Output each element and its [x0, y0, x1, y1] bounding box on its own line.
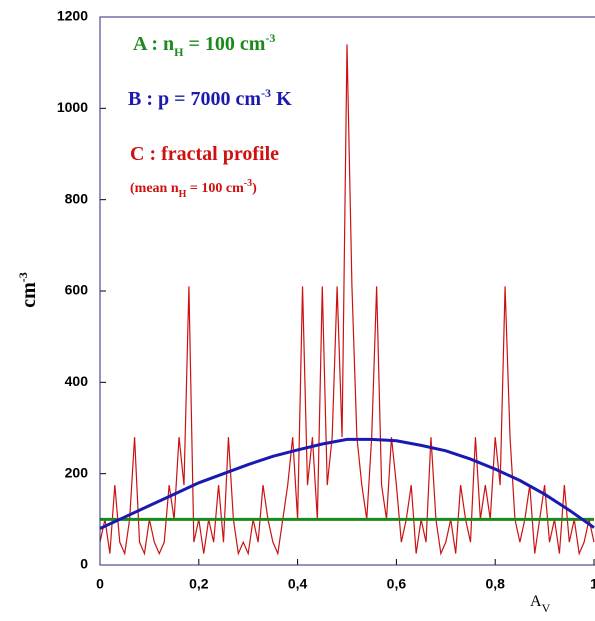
- ann-text: B : p = 7000 cm: [128, 88, 261, 110]
- ann-text: K: [271, 88, 292, 110]
- ann-text: = 100 cm: [183, 33, 265, 55]
- y-tick-label: 600: [65, 282, 89, 298]
- series-line: [99, 44, 595, 556]
- y-tick-label: 1200: [57, 8, 88, 24]
- y-axis-label: cm-3: [16, 272, 40, 308]
- x-tick-label: 1: [590, 576, 595, 592]
- annotation: A : nH = 100 cm-3: [133, 31, 275, 59]
- x-tick-label: 0,2: [189, 576, 209, 592]
- y-tick-label: 200: [65, 464, 89, 480]
- ann-text: = 100 cm: [186, 181, 244, 196]
- ann-text: (mean n: [130, 181, 179, 196]
- x-tick-label: 0,6: [387, 576, 407, 592]
- ann-sub: H: [174, 45, 184, 59]
- x-label-text: A: [530, 593, 542, 610]
- ann-text: C : fractal profile: [130, 143, 279, 165]
- ann-sup: -3: [244, 178, 252, 189]
- annotation: C : fractal profile: [130, 143, 279, 165]
- y-tick-label: 800: [65, 190, 89, 206]
- x-label-sub: V: [542, 601, 551, 615]
- ann-text: A : n: [133, 33, 174, 55]
- x-tick-label: 0,4: [288, 576, 308, 592]
- x-tick-label: 0: [96, 576, 104, 592]
- annotation: B : p = 7000 cm-3 K: [128, 86, 292, 110]
- ann-sup: -3: [265, 31, 275, 45]
- series-line: [99, 437, 595, 530]
- annotation: (mean nH = 100 cm-3): [130, 178, 257, 200]
- y-label-sup: -3: [16, 272, 30, 282]
- x-axis-label: AV: [530, 593, 551, 615]
- y-label-text: cm: [18, 282, 40, 308]
- y-tick-label: 400: [65, 373, 89, 389]
- plot-frame: [99, 16, 595, 566]
- ann-text: ): [252, 181, 257, 196]
- ann-sup: -3: [261, 86, 271, 100]
- ann-sub: H: [179, 189, 187, 200]
- y-tick-label: 1000: [57, 99, 88, 115]
- y-tick-label: 0: [80, 556, 88, 572]
- x-tick-label: 0,8: [485, 576, 505, 592]
